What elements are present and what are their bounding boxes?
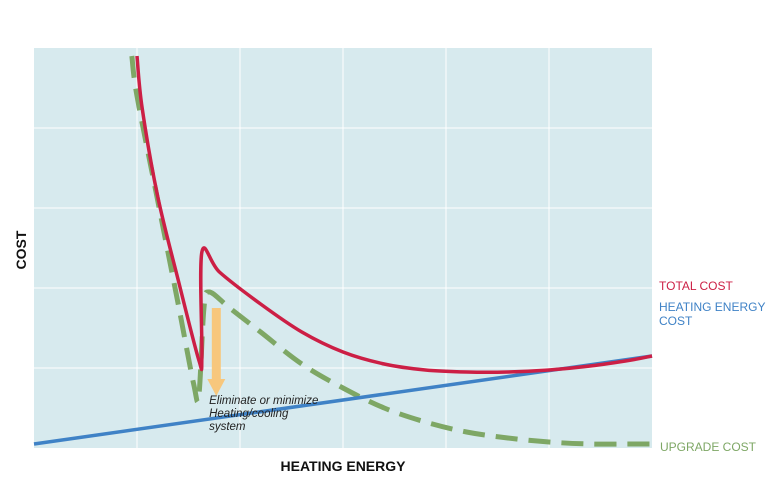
annotation-line: Eliminate or minimize xyxy=(209,395,318,407)
arrow-down-icon xyxy=(207,379,226,396)
annotation-text: Eliminate or minimize Heating/cooling syst… xyxy=(209,395,318,433)
legend-heating-energy-cost: HEATING ENERGY COST xyxy=(659,300,769,328)
legend-total-cost: TOTAL COST xyxy=(659,279,733,293)
y-axis-title: COST xyxy=(13,230,29,269)
arrow-shaft xyxy=(211,308,221,380)
grid xyxy=(34,48,652,448)
annotation-line: system xyxy=(209,421,246,433)
series-layer xyxy=(33,55,653,447)
x-axis-title: HEATING ENERGY xyxy=(281,458,407,474)
annotation-line: Heating/cooling xyxy=(209,408,289,420)
series-line-total-cost xyxy=(135,55,653,374)
arrow-layer xyxy=(207,308,226,396)
legend-upgrade-cost: UPGRADE COST xyxy=(660,440,757,454)
series-line-upgrade-cost xyxy=(129,55,652,447)
